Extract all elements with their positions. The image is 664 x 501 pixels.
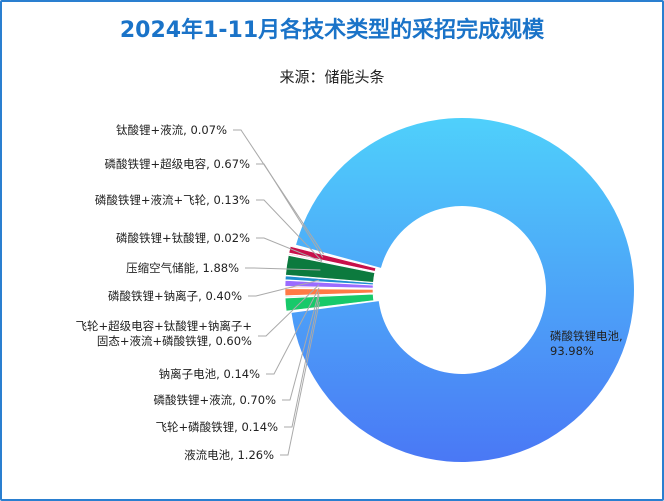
data-label: 磷酸铁锂+液流, 0.70%	[154, 393, 277, 407]
slice-0	[284, 293, 374, 312]
data-label: 飞轮+超级电容+钛酸锂+钠离子+固态+液流+磷酸铁锂, 0.60%	[75, 319, 252, 348]
data-label: 压缩空气储能, 1.88%	[126, 261, 239, 275]
data-label-line: 磷酸铁锂+液流, 0.70%	[154, 393, 277, 407]
slice-4	[284, 280, 374, 289]
data-label: 液流电池, 1.26%	[184, 448, 274, 462]
slice-3	[284, 286, 374, 290]
data-label: 钛酸锂+液流, 0.07%	[116, 123, 227, 137]
data-label-line: 磷酸铁锂+钠离子, 0.40%	[108, 289, 242, 303]
slice-11	[291, 118, 634, 462]
data-label: 磷酸铁锂+液流+飞轮, 0.13%	[95, 193, 250, 207]
slice-8	[288, 253, 376, 273]
data-label: 磷酸铁锂+超级电容, 0.67%	[105, 157, 251, 171]
slice-10	[290, 245, 377, 269]
data-label-line: 93.98%	[550, 344, 594, 358]
data-label: 磷酸铁锂电池, 93.98%	[550, 329, 623, 358]
data-label-line: 飞轮+磷酸铁锂, 0.14%	[156, 420, 279, 434]
leader-line	[282, 291, 320, 401]
data-label-line: 钛酸锂+液流, 0.07%	[116, 123, 227, 137]
slice-5	[284, 275, 374, 286]
data-label: 磷酸铁锂+钠离子, 0.40%	[108, 289, 242, 303]
data-label-line: 钠离子电池, 0.14%	[159, 367, 260, 381]
leader-line	[258, 284, 320, 337]
leader-line	[256, 199, 323, 262]
leader-line	[280, 301, 320, 456]
data-label: 磷酸铁锂+钛酸锂, 0.02%	[116, 231, 250, 245]
leader-line	[284, 295, 320, 428]
chart-title: 2024年1-11月各技术类型的采招完成规模	[119, 18, 545, 43]
leader-line	[256, 237, 323, 263]
leader-line	[256, 163, 324, 258]
leader-line	[266, 287, 320, 375]
data-label-line: 固态+液流+磷酸铁锂, 0.60%	[97, 334, 252, 348]
data-label-line: 磷酸铁锂+超级电容, 0.67%	[105, 157, 251, 171]
leader-line	[233, 129, 324, 255]
slice-2	[284, 288, 374, 296]
leader-line	[245, 267, 321, 271]
data-label: 钠离子电池, 0.14%	[159, 367, 260, 381]
data-label-line: 磷酸铁锂+液流+飞轮, 0.13%	[95, 193, 250, 207]
data-label-line: 飞轮+超级电容+钛酸锂+钠离子+	[75, 319, 252, 333]
data-label-line: 磷酸铁锂+钛酸锂, 0.02%	[116, 231, 250, 245]
data-label-line: 压缩空气储能, 1.88%	[126, 261, 239, 275]
slice-9	[288, 246, 377, 272]
data-label-line: 磷酸铁锂电池,	[550, 329, 623, 343]
data-label-line: 液流电池, 1.26%	[184, 448, 274, 462]
leader-line	[248, 279, 320, 297]
data-label: 飞轮+磷酸铁锂, 0.14%	[156, 420, 279, 434]
slice-6	[285, 255, 376, 283]
chart-subtitle: 来源：储能头条	[279, 68, 385, 86]
